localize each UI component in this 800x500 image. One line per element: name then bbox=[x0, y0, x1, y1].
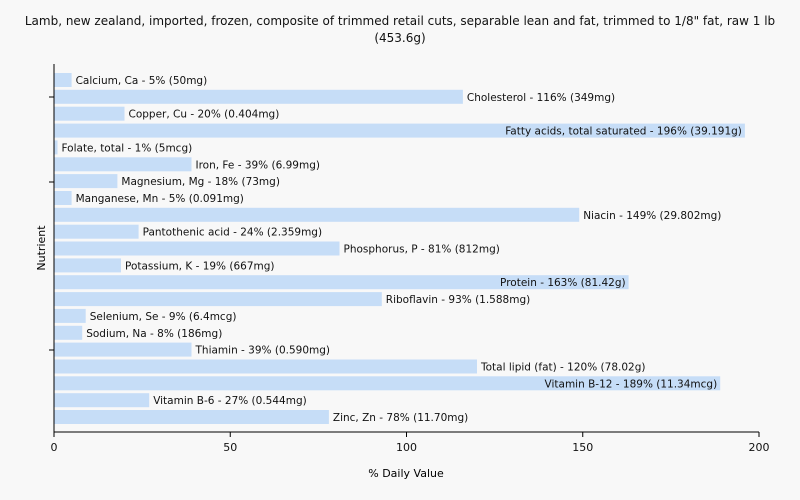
bar bbox=[54, 292, 382, 307]
bar-label: Folate, total - 1% (5mcg) bbox=[62, 142, 193, 154]
chart-title: Lamb, new zealand, imported, frozen, com… bbox=[24, 14, 776, 45]
bar bbox=[54, 123, 745, 138]
x-tick-label: 50 bbox=[223, 441, 237, 454]
bar-label: Fatty acids, total saturated - 196% (39.… bbox=[505, 126, 742, 138]
bar-label: Vitamin B-12 - 189% (11.34mcg) bbox=[545, 378, 718, 390]
bar-label: Vitamin B-6 - 27% (0.544mg) bbox=[153, 395, 307, 407]
bar bbox=[54, 191, 72, 205]
bar-label: Niacin - 149% (29.802mg) bbox=[583, 210, 721, 222]
bar bbox=[54, 393, 150, 408]
bar-label: Magnesium, Mg - 18% (73mg) bbox=[121, 176, 280, 188]
bars-group: Calcium, Ca - 5% (50mg) Cholesterol - 116… bbox=[54, 73, 745, 424]
bar-label: Phosphorus, P - 81% (812mg) bbox=[344, 244, 500, 256]
bar-label: Thiamin - 39% (0.590mg) bbox=[195, 345, 331, 357]
bar-label: Riboflavin - 93% (1.588mg) bbox=[386, 294, 530, 306]
bar bbox=[54, 157, 192, 172]
y-axis-label: Nutrient bbox=[35, 225, 48, 271]
bar bbox=[54, 140, 58, 155]
bar-label: Cholesterol - 116% (349mg) bbox=[467, 92, 615, 104]
x-tick-label: 150 bbox=[572, 441, 593, 454]
bar bbox=[54, 342, 192, 357]
x-axis-label: % Daily Value bbox=[368, 467, 444, 480]
bar-label: Copper, Cu - 20% (0.404mg) bbox=[129, 109, 280, 121]
bar bbox=[54, 376, 721, 391]
bar bbox=[54, 89, 463, 104]
bar-label: Pantothenic acid - 24% (2.359mg) bbox=[143, 227, 322, 239]
bar bbox=[54, 410, 329, 424]
x-tick-label: 0 bbox=[51, 441, 58, 454]
bar-label: Zinc, Zn - 78% (11.70mg) bbox=[333, 412, 468, 424]
bar bbox=[54, 174, 118, 189]
x-tick-label: 200 bbox=[749, 441, 770, 454]
bar-label: Selenium, Se - 9% (6.4mcg) bbox=[90, 311, 237, 323]
bar bbox=[54, 325, 83, 340]
bar bbox=[54, 275, 629, 290]
bar-label: Sodium, Na - 8% (186mg) bbox=[86, 328, 222, 340]
bar-label: Protein - 163% (81.42g) bbox=[500, 277, 626, 289]
bar bbox=[54, 258, 121, 273]
bar bbox=[54, 73, 72, 87]
bar-label: Iron, Fe - 39% (6.99mg) bbox=[196, 159, 320, 171]
bar-label: Potassium, K - 19% (667mg) bbox=[125, 260, 275, 272]
bar bbox=[54, 308, 86, 323]
bar-label: Manganese, Mn - 5% (0.091mg) bbox=[76, 193, 244, 205]
bar bbox=[54, 207, 580, 222]
bar bbox=[54, 241, 340, 256]
axes-group: 0 50 100 150 200 bbox=[49, 64, 770, 454]
bar-label: Calcium, Ca - 5% (50mg) bbox=[76, 75, 208, 87]
bar bbox=[54, 106, 125, 121]
bar bbox=[54, 359, 477, 374]
bar-label: Total lipid (fat) - 120% (78.02g) bbox=[480, 362, 645, 374]
bar bbox=[54, 224, 139, 239]
x-tick-label: 100 bbox=[396, 441, 417, 454]
